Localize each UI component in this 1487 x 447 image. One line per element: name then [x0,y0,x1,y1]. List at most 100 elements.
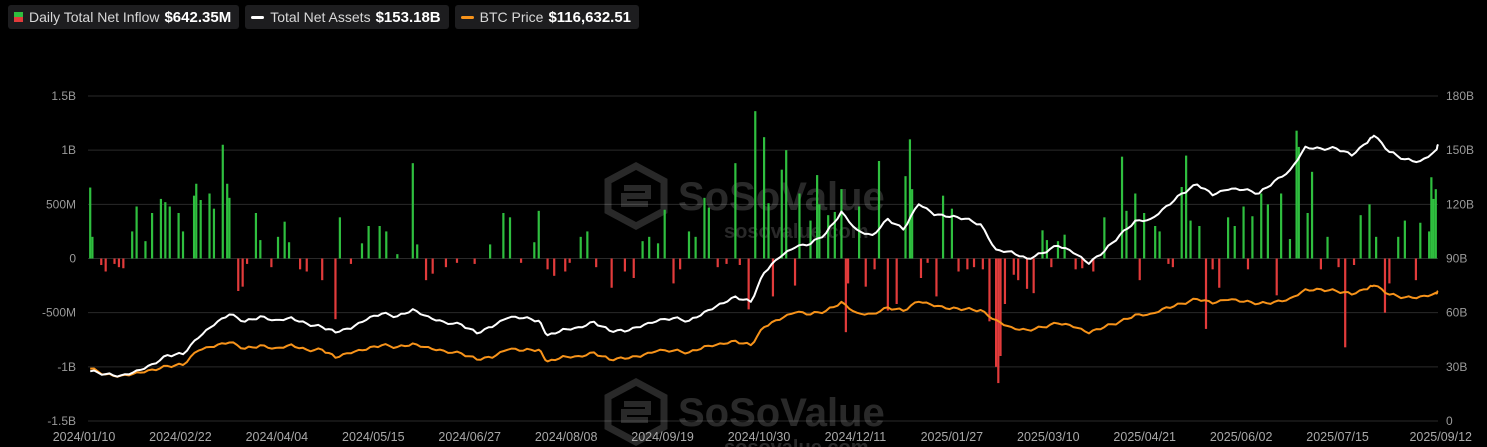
inflow-bar-positive [411,163,414,259]
inflow-bar-positive [89,187,92,259]
inflow-bar-negative [981,258,984,270]
inflow-bar-negative [299,258,302,270]
x-axis-tick-label: 2024/12/11 [825,430,887,444]
inflow-bar-negative [886,258,889,311]
inflow-bar-positive [489,244,492,259]
inflow-bar-positive [1359,215,1362,259]
inflow-bar-negative [424,258,428,281]
inflow-bar-positive [840,189,843,259]
legend-total-net-assets[interactable]: Total Net Assets $153.18B [245,5,449,29]
inflow-bar-positive [1266,204,1269,259]
inflow-bar-positive [1198,226,1201,259]
watermark-url: sosovalue.com [724,437,869,447]
inflow-bar-positive [283,221,286,259]
inflow-bar-negative [725,258,728,264]
inflow-bar-positive [687,231,691,259]
inflow-bar-negative [113,258,116,264]
inflow-bar-negative [1211,258,1214,270]
right-axis: 180B 150B 120B 90B 60B 30B 0 [1446,89,1474,428]
inflow-bar-positive [168,206,171,259]
inflow-bar-positive [1134,193,1137,259]
inflow-bar-negative [1218,258,1221,288]
inflow-bar-negative [844,258,847,333]
legend-daily-net-inflow[interactable]: Daily Total Net Inflow $642.35M [8,5,240,29]
inflow-bar-positive [508,217,512,259]
inflow-bar-negative [1074,258,1077,270]
inflow-bar-positive [656,243,660,259]
inflow-bar-positive [734,163,737,259]
inflow-bar-positive [1063,234,1066,259]
inflow-bar-negative [846,258,850,284]
x-axis-tick-label: 2025/01/27 [921,430,984,444]
inflow-bar-positive [1251,216,1254,259]
inflow-bar-negative [864,258,867,287]
inflow-bar-positive [694,236,697,259]
inflow-bar-positive [1419,222,1422,259]
inflow-bar-positive [502,213,505,259]
inflow-bar-positive [533,242,536,259]
series-lines [89,134,1439,378]
legend-label: Daily Total Net Inflow [29,9,160,25]
inflow-bar-positive [809,220,812,259]
inflow-bar-positive [338,217,341,259]
inflow-bar-negative [117,258,121,268]
left-axis-tick-label: -1.5B [47,414,76,428]
inflow-bar-positive [378,226,381,259]
inflow-bar-negative [919,258,923,278]
inflow-bar-positive [91,236,94,259]
legend: Daily Total Net Inflow $642.35M Total Ne… [8,5,640,29]
x-axis: 2024/01/10 2024/02/22 2024/04/04 2024/05/15… [53,430,1472,444]
inflow-bar-negative [431,258,434,274]
inflow-bar-negative [988,258,991,322]
inflow-bar-positive [1185,155,1188,259]
inflow-bar-positive [816,175,819,259]
inflow-bar-positive [144,241,147,259]
inflow-bar-positive [1056,241,1060,259]
inflow-bar-negative [747,258,750,310]
inflow-bar-negative [1204,258,1208,329]
inflow-bar-negative [1081,258,1084,269]
inflow-bar-positive [703,197,706,259]
inflow-bar-negative [1414,258,1418,281]
inflow-bar-positive [276,236,280,259]
inflow-bar-positive [586,231,589,259]
inflow-bar-negative [623,258,627,272]
legend-btc-price[interactable]: BTC Price $116,632.51 [454,5,640,29]
inflow-bar-positive [827,215,830,259]
inflow-bar-positive [950,208,954,259]
inflow-bar-negative [444,258,448,268]
inflow-bar-positive [1297,146,1300,259]
x-axis-tick-label: 2024/05/15 [342,430,405,444]
inflow-bar-negative [926,258,929,263]
inflow-bar-negative [1319,258,1322,270]
inflow-bar-positive [1432,198,1435,259]
inflow-bar-positive [1227,217,1230,259]
inflow-bar-negative [1388,258,1391,284]
inflow-bar-positive [131,231,134,259]
inflow-bar-negative [595,258,598,268]
x-axis-tick-label: 2024/09/19 [631,430,694,444]
x-axis-tick-label: 2024/08/08 [535,430,598,444]
inflow-bar-negative [873,258,876,270]
legend-value: $642.35M [164,8,232,26]
sosovalue-logo-mark [621,185,651,207]
inflow-bar-negative [972,258,976,268]
inflow-bar-positive [1280,193,1283,259]
inflow-bar-positive [181,231,185,259]
inflow-bar-positive [1368,204,1371,259]
inflow-bar-negative [895,258,898,304]
line-swatch-icon [460,15,474,19]
right-axis-tick-label: 180B [1446,89,1474,103]
inflow-bar-positive [1428,231,1431,259]
inflow-bar-negative [1138,258,1141,281]
inflow-bar-positive [707,207,710,259]
total-net-assets-line [89,134,1439,378]
inflow-bar-positive [1180,187,1183,259]
inflow-bar-positive [818,204,821,259]
inflow-bar-negative [1017,258,1020,281]
inflow-bar-negative [122,258,125,269]
inflow-bar-positive [212,208,216,259]
btc-price-line [90,284,1439,378]
right-axis-tick-label: 90B [1446,252,1467,266]
